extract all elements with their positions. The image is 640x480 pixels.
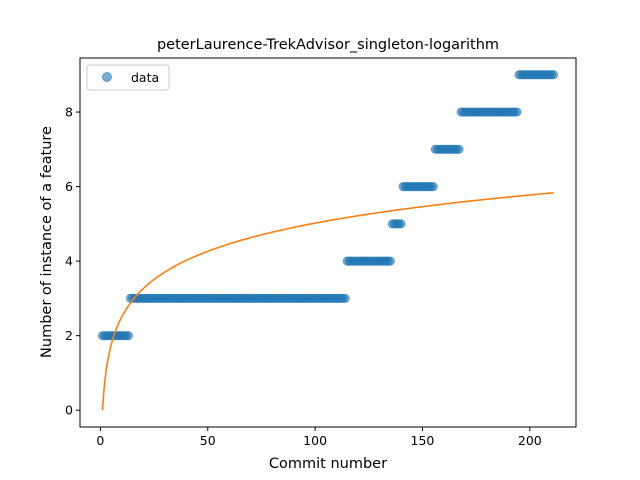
legend-box <box>86 64 170 91</box>
legend-marker <box>102 72 112 82</box>
y-tick-label: 4 <box>65 254 73 269</box>
x-tick-label: 100 <box>303 433 327 448</box>
scatter-series <box>97 70 559 341</box>
legend: data <box>86 64 170 91</box>
x-axis-label: Commit number <box>269 456 387 472</box>
fit-line <box>101 192 554 411</box>
x-tick-label: 150 <box>411 433 435 448</box>
y-tick-label: 0 <box>65 403 73 418</box>
y-axis-label: Number of instance of a feature <box>39 126 55 358</box>
x-tick-label: 200 <box>518 433 542 448</box>
x-tick-label: 50 <box>200 433 216 448</box>
y-tick-label: 8 <box>65 105 73 120</box>
data-point <box>454 144 464 154</box>
data-point <box>340 293 350 304</box>
y-axis: 0 2 4 6 8 <box>65 105 80 418</box>
data-point <box>512 107 522 117</box>
legend-label: data <box>131 70 159 85</box>
x-tick-label: 0 <box>96 433 104 448</box>
plot-area <box>97 70 559 411</box>
y-tick-label: 6 <box>65 179 73 194</box>
data-point <box>123 331 133 341</box>
x-axis: 0 50 100 150 200 <box>96 427 542 448</box>
data-point <box>548 70 559 80</box>
data-point <box>428 181 438 192</box>
y-tick-label: 2 <box>65 328 73 343</box>
data-point <box>396 219 406 229</box>
chart-title: peterLaurence-TrekAdvisor_singleton-loga… <box>157 37 499 53</box>
axes-frame <box>79 57 577 428</box>
data-point <box>385 256 395 266</box>
